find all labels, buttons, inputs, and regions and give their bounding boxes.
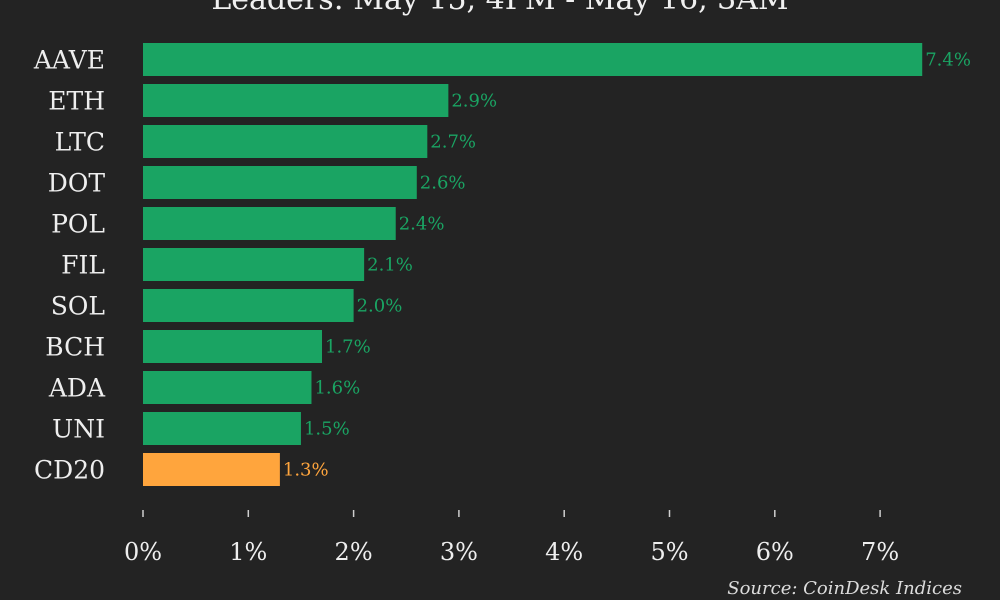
data-label-aave: 7.4% <box>925 50 971 71</box>
data-label-fil: 2.1% <box>367 255 413 276</box>
x-tick-label: 2% <box>335 538 373 566</box>
bar-cd20 <box>143 453 280 486</box>
bar-sol <box>143 289 354 322</box>
category-label-ltc: LTC <box>55 128 105 157</box>
chart-source: Source: CoinDesk Indices <box>727 578 962 599</box>
category-label-cd20: CD20 <box>34 456 105 485</box>
data-label-uni: 1.5% <box>304 419 350 440</box>
bar-ada <box>143 371 312 404</box>
x-tick-label: 7% <box>861 538 899 566</box>
data-label-ada: 1.6% <box>314 378 360 399</box>
category-label-eth: ETH <box>48 87 105 116</box>
data-label-dot: 2.6% <box>420 173 466 194</box>
data-label-bch: 1.7% <box>325 337 371 358</box>
bar-pol <box>143 207 396 240</box>
x-tick-label: 6% <box>756 538 794 566</box>
category-label-aave: AAVE <box>33 46 105 75</box>
x-tick-label: 4% <box>545 538 583 566</box>
data-label-ltc: 2.7% <box>430 132 476 153</box>
bar-uni <box>143 412 301 445</box>
category-label-pol: POL <box>51 210 105 239</box>
data-label-sol: 2.0% <box>357 296 403 317</box>
category-label-sol: SOL <box>51 292 105 321</box>
category-label-uni: UNI <box>52 415 105 444</box>
x-tick-label: 5% <box>650 538 688 566</box>
x-tick-label: 3% <box>440 538 478 566</box>
bar-bch <box>143 330 323 363</box>
bar-eth <box>143 84 449 117</box>
category-label-bch: BCH <box>45 333 105 362</box>
data-label-eth: 2.9% <box>451 91 497 112</box>
bar-fil <box>143 248 365 281</box>
category-label-dot: DOT <box>48 169 106 198</box>
x-tick-label: 1% <box>229 538 267 566</box>
category-label-ada: ADA <box>48 374 106 403</box>
bar-aave <box>143 43 923 76</box>
x-tick-label: 0% <box>124 538 162 566</box>
category-label-fil: FIL <box>61 251 105 280</box>
bar-dot <box>143 166 417 199</box>
data-label-cd20: 1.3% <box>283 460 329 481</box>
chart-title: Leaders: May 15, 4PM - May 16, 3AM <box>0 0 1000 17</box>
bar-ltc <box>143 125 428 158</box>
data-label-pol: 2.4% <box>399 214 445 235</box>
